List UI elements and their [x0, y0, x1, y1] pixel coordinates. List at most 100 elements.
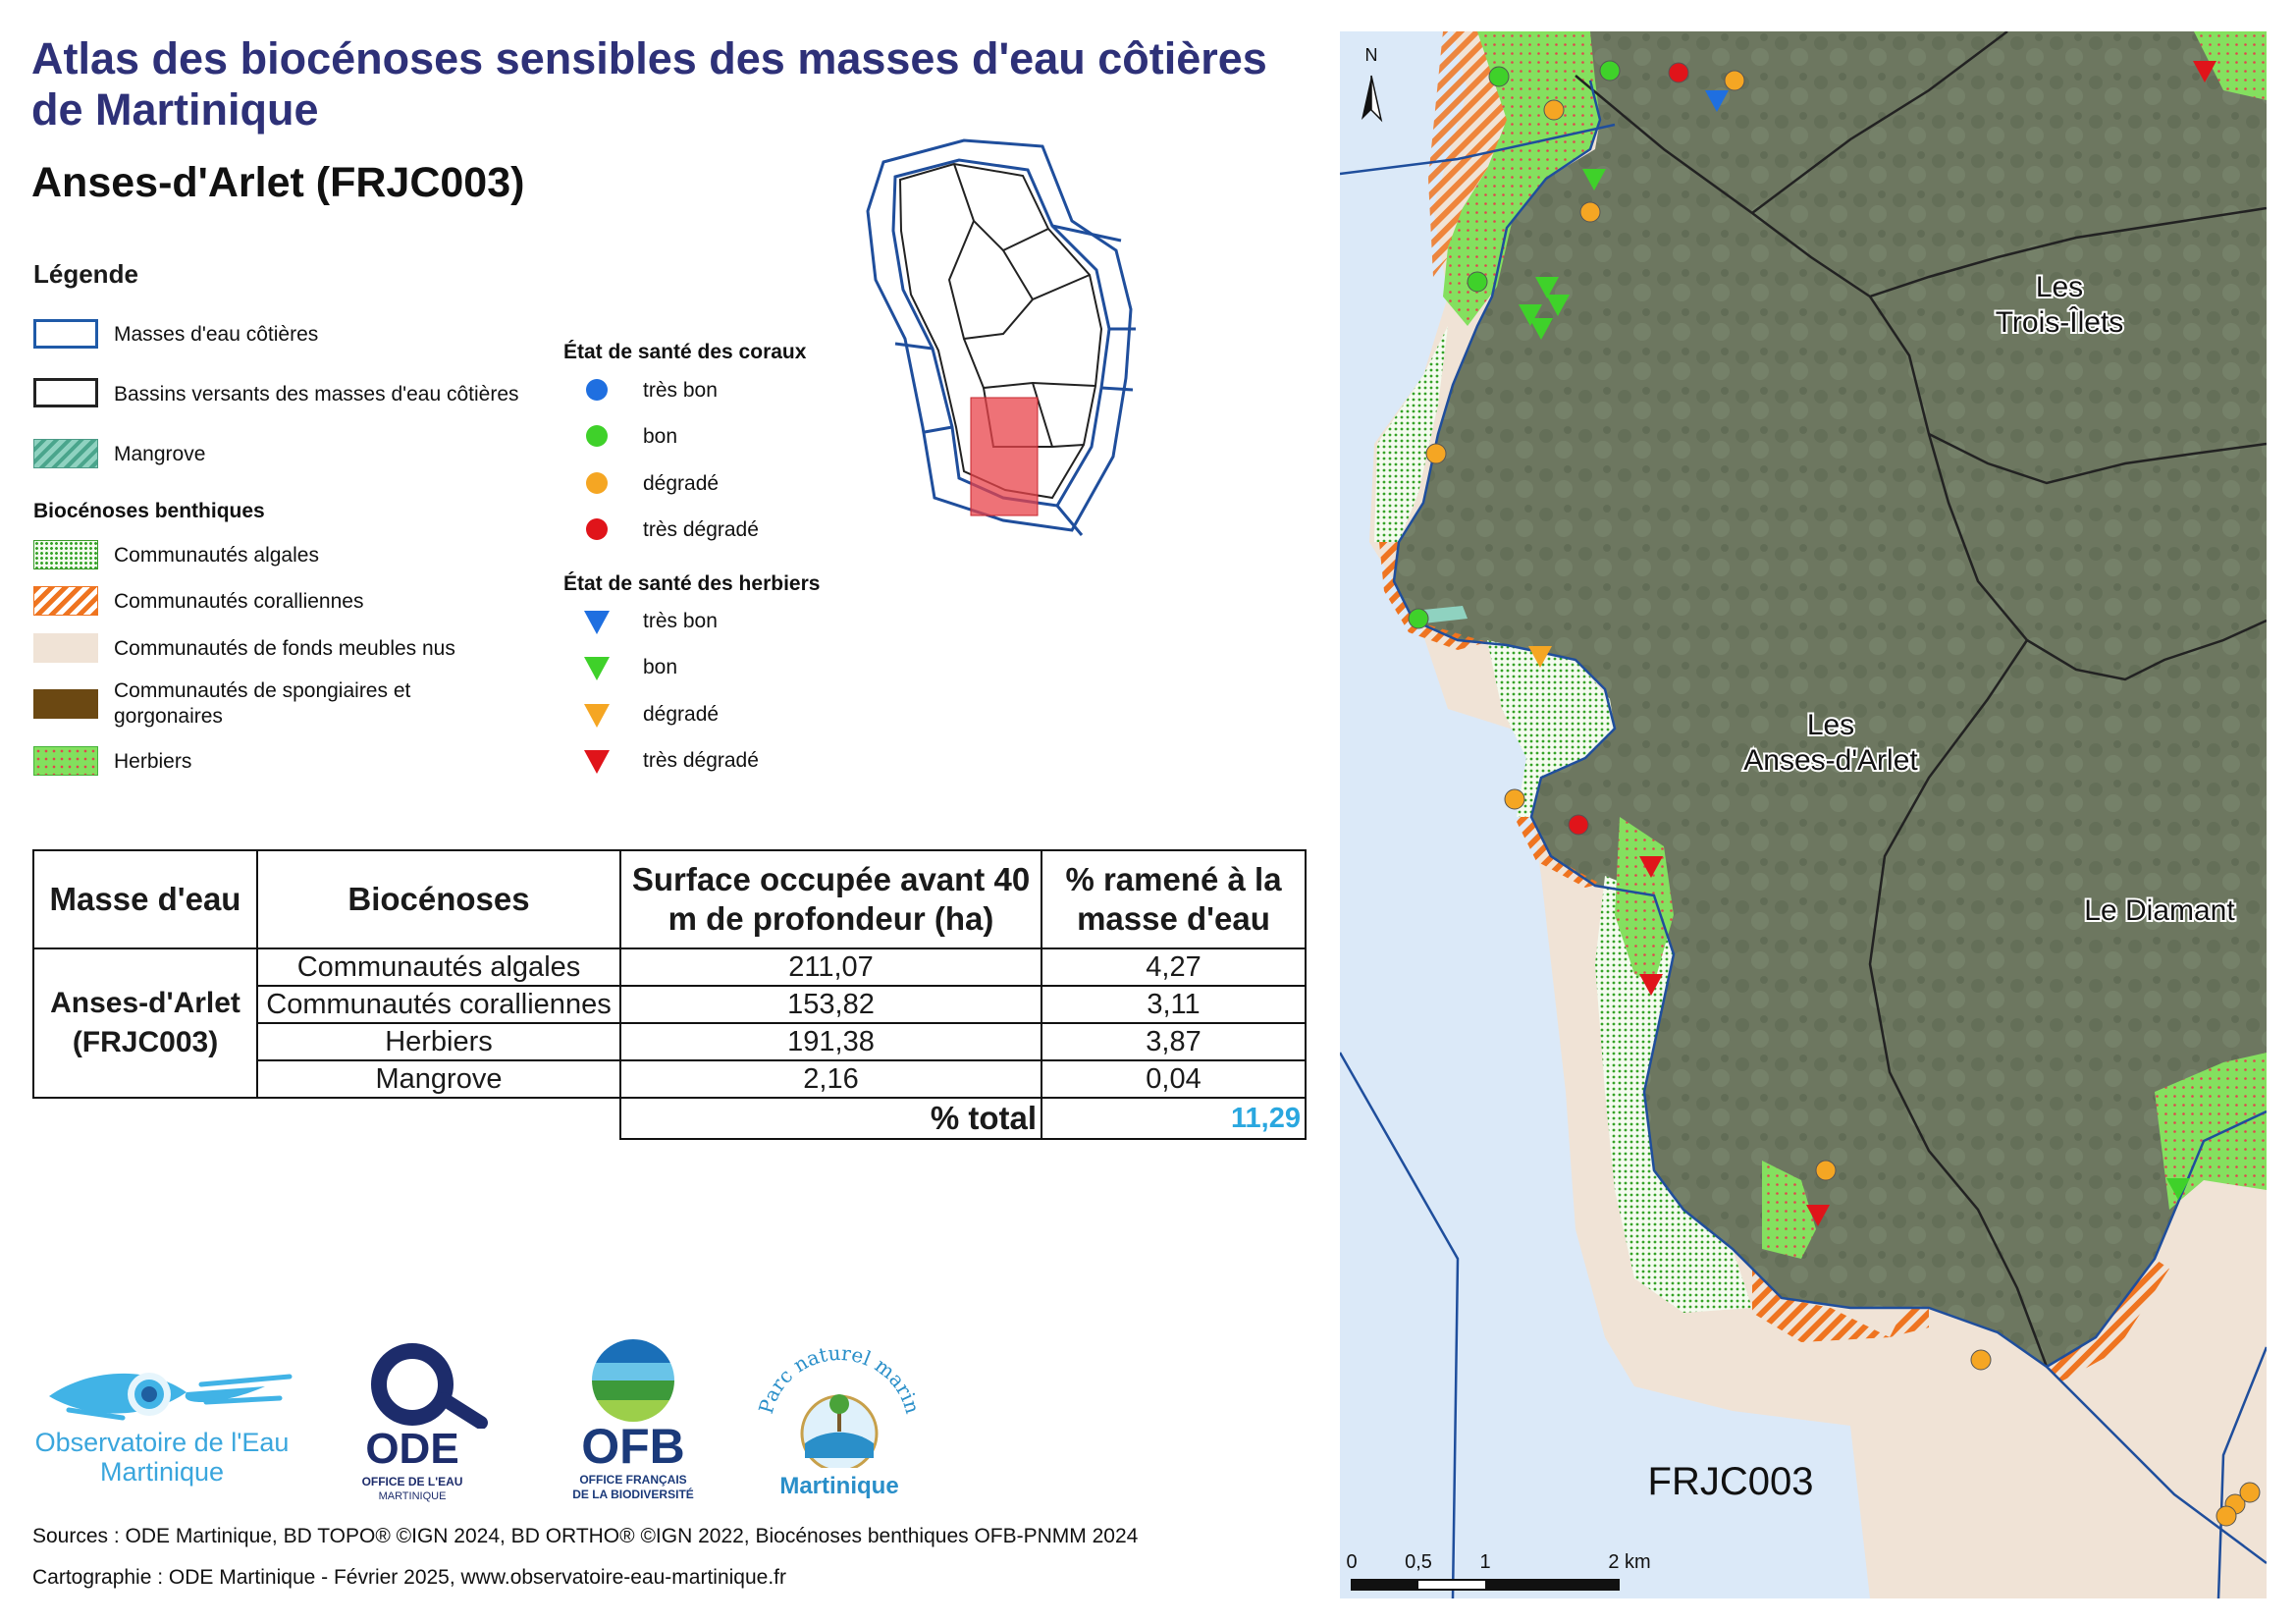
biocenose-cell: Herbiers [256, 1022, 621, 1061]
observatoire-line1: Observatoire de l'Eau [34, 1428, 290, 1457]
seagrass-zone-east [2155, 1053, 2267, 1210]
place-label-le-diamant: Le Diamant [2084, 894, 2235, 927]
seagrass-very-degraded-marker [1639, 856, 1663, 878]
cartography-credit: Cartographie : ODE Martinique - Février … [32, 1566, 786, 1589]
legend-seagrass-good: bon [643, 656, 678, 678]
coral-degraded-marker [1504, 788, 1525, 810]
coral-degraded-marker [2239, 1482, 2261, 1503]
header-masse-eau: Masse d'eau [32, 849, 258, 949]
scale-label-1: 1 [1479, 1551, 1490, 1573]
surface-cell: 211,07 [619, 947, 1042, 987]
place-label-trois-ilets: Trois-Îlets [1996, 306, 2124, 339]
map-canvas: N Les Trois-Îlets Les Anses-d'Arlet Le D… [1340, 31, 2267, 1598]
coral-degraded-marker [1425, 443, 1447, 464]
coral-good-marker [1467, 271, 1488, 293]
legend-benthic-title: Biocénoses benthiques [33, 500, 265, 522]
header-percent: % ramené à la masse d'eau [1041, 849, 1307, 949]
inset-locator-map [866, 138, 1136, 536]
coral-communities-swatch [33, 586, 98, 616]
seagrass-degraded-marker [1528, 646, 1552, 668]
watershed-boundaries [1575, 31, 2267, 1368]
legend-seagrass-health-title: État de santé des herbiers [563, 572, 821, 595]
coral-zone-west [1379, 542, 1487, 650]
sources-text: Sources : ODE Martinique, BD TOPO® ©IGN … [32, 1525, 1139, 1547]
inset-highlight-frame [970, 397, 1039, 516]
percent-cell: 3,11 [1041, 985, 1307, 1024]
coral-degraded-dot-icon [586, 472, 608, 494]
scale-label-0: 0 [1346, 1551, 1357, 1573]
seagrass-swatch [33, 746, 98, 776]
seagrass-good-marker [1529, 318, 1553, 340]
table-total-row: % total 11,29 [33, 1097, 1307, 1140]
table-row: Herbiers 191,38 3,87 [33, 1022, 1307, 1061]
place-label-les-2: Les [1807, 709, 1854, 741]
biocenose-cell: Communautés algales [256, 947, 621, 987]
legend-coral-good: bon [643, 425, 678, 448]
percent-cell: 4,27 [1041, 947, 1307, 987]
coral-very-degraded-dot-icon [586, 518, 608, 540]
seagrass-markers [1519, 61, 2216, 1226]
sponge-gorgonian-swatch [33, 689, 98, 719]
ode-sub1: OFFICE DE L'EAU [361, 1475, 463, 1489]
seagrass-good-marker [1519, 304, 1542, 326]
percent-cell: 0,04 [1041, 1059, 1307, 1099]
coastal-water-boundaries [1340, 80, 2267, 1598]
empty-cell [33, 1098, 257, 1139]
seagrass-good-marker [1546, 295, 1570, 316]
legend-label-coral: Communautés coralliennes [114, 590, 364, 613]
ofb-wordmark: OFB [581, 1419, 685, 1474]
map-view[interactable]: N Les Trois-Îlets Les Anses-d'Arlet Le D… [1340, 31, 2267, 1598]
water-body-label: FRJC003 [1648, 1460, 1814, 1503]
seagrass-very-good-triangle-icon [584, 611, 610, 634]
seagrass-zone-south2 [1762, 1161, 1816, 1259]
soft-bottom-swatch [33, 633, 98, 663]
seagrass-good-marker [2166, 1178, 2190, 1200]
legend-coral-degraded: dégradé [643, 472, 720, 495]
place-label-les-1: Les [2036, 271, 2083, 303]
biocenose-cell: Communautés coralliennes [256, 985, 621, 1024]
seagrass-very-degraded-marker [2193, 61, 2216, 82]
legend-label-coastal-waters: Masses d'eau côtières [114, 323, 319, 346]
seagrass-good-triangle-icon [584, 657, 610, 680]
place-label-anses-darlet: Anses-d'Arlet [1743, 744, 1918, 777]
table-row: Communautés coralliennes 153,82 3,11 [33, 985, 1307, 1024]
seagrass-very-degraded-marker [1806, 1205, 1830, 1226]
legend-coral-very-good: très bon [643, 379, 718, 402]
coral-zone-south [1890, 1308, 1929, 1337]
parc-emblem-icon: Parc naturel marin [754, 1341, 925, 1473]
total-label: % total [619, 1097, 1042, 1140]
coral-zone-far-south [1752, 1269, 1890, 1342]
coral-degraded-marker [1543, 99, 1565, 121]
legend-seagrass-very-degraded: très dégradé [643, 749, 759, 772]
surface-cell: 153,82 [619, 985, 1042, 1024]
legend-seagrass-very-good: très bon [643, 610, 718, 632]
coral-degraded-marker [2216, 1505, 2237, 1527]
ofb-sub1: OFFICE FRANÇAIS [579, 1473, 687, 1487]
algal-zone-west [1374, 326, 1448, 542]
ode-sub2: MARTINIQUE [378, 1490, 447, 1502]
legend-title: Légende [33, 259, 138, 289]
legend-seagrass-degraded: dégradé [643, 703, 720, 726]
parc-naturel-marin-logo: Parc naturel marin Martinique [751, 1335, 928, 1507]
coral-markers [1408, 60, 2261, 1527]
seagrass-very-degraded-triangle-icon [584, 750, 610, 774]
algal-zone-south [1595, 876, 1752, 1313]
seagrass-very-degraded-marker [1639, 974, 1663, 996]
header-biocenoses: Biocénoses [256, 849, 621, 949]
legend-label-seagrass: Herbiers [114, 750, 192, 773]
coral-very-good-dot-icon [586, 379, 608, 401]
coral-degraded-marker [1815, 1160, 1837, 1181]
coral-good-marker [1488, 66, 1510, 87]
legend-coral-health-title: État de santé des coraux [563, 341, 807, 363]
scale-bar [1351, 1579, 1620, 1591]
ode-logo: ODE OFFICE DE L'EAU MARTINIQUE [334, 1340, 491, 1507]
water-body-subtitle: Anses-d'Arlet (FRJC003) [31, 159, 525, 206]
observatoire-line2: Martinique [99, 1457, 225, 1487]
empty-cell [257, 1098, 620, 1139]
coastal-waters-swatch [33, 319, 98, 349]
percent-cell: 3,87 [1041, 1022, 1307, 1061]
seagrass-degraded-triangle-icon [584, 704, 610, 728]
ofb-mark-icon [592, 1339, 674, 1422]
observatoire-eye-icon [49, 1373, 293, 1421]
coral-degraded-marker [1724, 70, 1745, 91]
